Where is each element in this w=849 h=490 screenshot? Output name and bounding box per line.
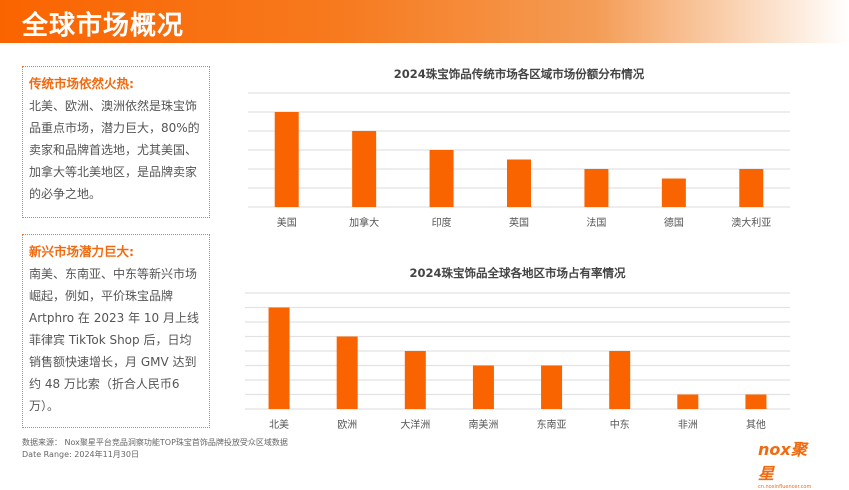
logo-url: cn.noxinfluencer.com <box>758 484 812 490</box>
bar-其他 <box>745 394 767 409</box>
traditional-market-box: 传统市场依然火热: 北美、欧洲、澳洲依然是珠宝饰品重点市场，潜力巨大，80%的卖… <box>22 66 210 218</box>
chart1-title: 2024珠宝饰品传统市场各区域市场份额分布情况 <box>393 67 645 81</box>
bar-中东 <box>609 351 631 409</box>
x-tick-label: 南美洲 <box>468 418 498 431</box>
header-banner: 全球市场概况 <box>0 0 849 43</box>
x-tick-label: 美国 <box>277 216 297 229</box>
x-tick-label: 英国 <box>509 216 529 229</box>
nox-logo: nox聚星 cn.noxinfluencer.com <box>758 436 822 490</box>
bar-欧洲 <box>336 336 358 409</box>
bar-加拿大 <box>352 131 377 207</box>
x-tick-label: 欧洲 <box>337 419 357 431</box>
bar-印度 <box>429 150 454 207</box>
bar-东南亚 <box>541 365 563 409</box>
bar-美国 <box>274 112 299 207</box>
data-source: 数据来源： Nox聚星平台竞品洞察功能TOP珠宝首饰品牌投放受众区域数据 <box>22 438 288 447</box>
bar-法国 <box>584 169 609 207</box>
x-tick-label: 中东 <box>610 418 630 431</box>
box-heading: 新兴市场潜力巨大: <box>29 244 134 259</box>
bar-英国 <box>507 159 531 207</box>
box-body: 北美、欧洲、澳洲依然是珠宝饰品重点市场，潜力巨大，80%的卖家和品牌首选地，尤其… <box>29 99 200 201</box>
x-tick-label: 其他 <box>746 418 766 431</box>
bar-大洋洲 <box>404 351 426 409</box>
x-tick-label: 法国 <box>586 216 606 229</box>
x-tick-label: 加拿大 <box>349 216 379 229</box>
bar-南美洲 <box>472 365 494 409</box>
bar-北美 <box>268 307 290 409</box>
chart2-title: 2024珠宝饰品全球各地区市场占有率情况 <box>409 266 626 280</box>
date-range: Date Range: 2024年11月30日 <box>22 450 139 459</box>
page-title: 全球市场概况 <box>22 11 185 41</box>
x-tick-label: 德国 <box>664 216 684 229</box>
emerging-market-box: 新兴市场潜力巨大: 南美、东南亚、中东等新兴市场崛起，例如，平价珠宝品牌Artp… <box>22 234 210 428</box>
box-heading: 传统市场依然火热: <box>29 76 134 91</box>
bar-澳大利亚 <box>739 169 764 207</box>
x-tick-label: 澳大利亚 <box>731 216 771 229</box>
bar-德国 <box>661 178 686 207</box>
box-body: 南美、东南亚、中东等新兴市场崛起，例如，平价珠宝品牌Artphro 在 2023… <box>29 267 199 413</box>
x-tick-label: 印度 <box>432 216 452 229</box>
bar-非洲 <box>677 394 699 409</box>
logo-text: nox聚星 <box>758 440 807 483</box>
x-tick-label: 非洲 <box>678 419 698 431</box>
x-tick-label: 北美 <box>269 418 289 431</box>
x-tick-label: 大洋洲 <box>400 418 430 431</box>
x-tick-label: 东南亚 <box>537 418 567 431</box>
